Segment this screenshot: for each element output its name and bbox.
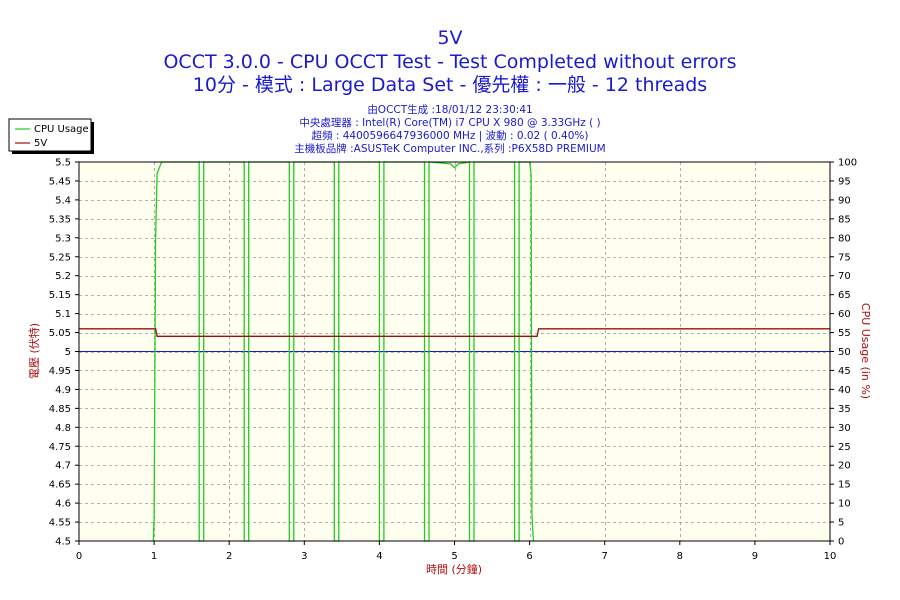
y-left-tick-label: 5.15 [49, 290, 71, 301]
y-right-tick-label: 35 [838, 404, 851, 415]
y-left-tick-label: 5.2 [55, 271, 71, 282]
y-right-tick-label: 5 [838, 518, 844, 529]
info-generated: 由OCCT生成 :18/01/12 23:30:41 [367, 104, 533, 116]
legend: CPU Usage 5V [8, 118, 94, 154]
y-right-tick-label: 40 [838, 385, 851, 396]
y-left-tick-label: 5.4 [55, 195, 71, 206]
y-right-tick-label: 0 [838, 537, 844, 548]
y-left-tick-label: 4.5 [55, 537, 71, 548]
y-left-tick-label: 4.95 [49, 366, 71, 377]
y-right-tick-label: 10 [838, 499, 851, 510]
y-right-tick-label: 80 [838, 233, 851, 244]
x-tick-label: 3 [301, 551, 307, 562]
y-left-tick-label: 4.7 [55, 461, 71, 472]
grid [79, 162, 830, 541]
chart-subtitle-test: OCCT 3.0.0 - CPU OCCT Test - Test Comple… [163, 51, 737, 73]
y-axis-label-left: 電壓 (伏特) [27, 323, 41, 379]
chart-subtitle-mode: 10分 - 模式 : Large Data Set - 優先權 : 一般 - 1… [192, 74, 708, 96]
y-left-tick-label: 5.5 [55, 158, 71, 169]
x-tick-label: 9 [752, 551, 758, 562]
y-right-tick-label: 60 [838, 309, 851, 320]
x-tick-label: 5 [451, 551, 457, 562]
x-axis-ticks: 0 1 2 3 4 5 6 7 8 9 10 [76, 541, 837, 562]
x-axis-label: 時間 (分鐘) [426, 562, 482, 576]
x-tick-label: 2 [226, 551, 232, 562]
x-tick-label: 1 [151, 551, 157, 562]
x-tick-label: 10 [824, 551, 837, 562]
plot-border [78, 161, 831, 542]
y-right-tick-label: 45 [838, 366, 851, 377]
y-left-tick-label: 5 [65, 347, 71, 358]
x-tick-label: 4 [376, 551, 382, 562]
legend-label-cpu-usage: CPU Usage [34, 124, 89, 135]
left-axis-ticks: 4.5 4.55 4.6 4.65 4.7 4.75 4.8 4.85 4.9 4.95 5 5.05… [49, 158, 79, 548]
x-tick-label: 7 [602, 551, 608, 562]
y-left-tick-label: 5.35 [49, 214, 71, 225]
y-right-tick-label: 70 [838, 271, 851, 282]
y-right-tick-label: 30 [838, 423, 851, 434]
y-left-tick-label: 5.3 [55, 233, 71, 244]
info-frequency: 超頻 : 4400596647936000 MHz | 波動 : 0.02 ( … [311, 130, 589, 142]
y-left-tick-label: 4.9 [55, 385, 71, 396]
y-left-tick-label: 4.8 [55, 423, 71, 434]
y-left-tick-label: 5.05 [49, 328, 71, 339]
y-left-tick-label: 4.75 [49, 442, 71, 453]
y-left-tick-label: 5.25 [49, 252, 71, 263]
y-right-tick-label: 20 [838, 461, 851, 472]
y-right-tick-label: 85 [838, 214, 851, 225]
y-right-tick-label: 95 [838, 176, 851, 187]
x-tick-label: 0 [76, 551, 82, 562]
legend-label-5v: 5V [34, 138, 47, 149]
y-left-tick-label: 4.65 [49, 480, 71, 491]
y-right-tick-label: 65 [838, 290, 851, 301]
y-right-tick-label: 15 [838, 480, 851, 491]
y-right-tick-label: 100 [838, 158, 857, 169]
y-right-tick-label: 50 [838, 347, 851, 358]
chart-title: 5V [437, 27, 463, 49]
y-left-tick-label: 5.1 [55, 309, 71, 320]
y-right-tick-label: 55 [838, 328, 851, 339]
info-motherboard: 主機板品牌 :ASUSTeK Computer INC.,系列 :P6X58D … [294, 143, 606, 155]
y-right-tick-label: 25 [838, 442, 851, 453]
y-right-tick-label: 75 [838, 252, 851, 263]
right-axis-ticks: 0 5 10 15 20 25 30 35 40 45 50 55 60 65 70 75 80 85 90 95 10… [830, 158, 857, 548]
series-line-5v [79, 328, 830, 337]
legend-box [8, 118, 92, 152]
y-left-tick-label: 4.85 [49, 404, 71, 415]
y-axis-label-right: CPU Usage (in %) [859, 303, 872, 399]
y-left-tick-label: 4.55 [49, 518, 71, 529]
y-left-tick-label: 5.45 [49, 176, 71, 187]
y-left-tick-label: 4.6 [55, 499, 71, 510]
x-tick-label: 6 [526, 551, 532, 562]
info-cpu: 中央處理器 : Intel(R) Core(TM) i7 CPU X 980 @… [299, 117, 601, 129]
y-right-tick-label: 90 [838, 195, 851, 206]
x-tick-label: 8 [677, 551, 683, 562]
